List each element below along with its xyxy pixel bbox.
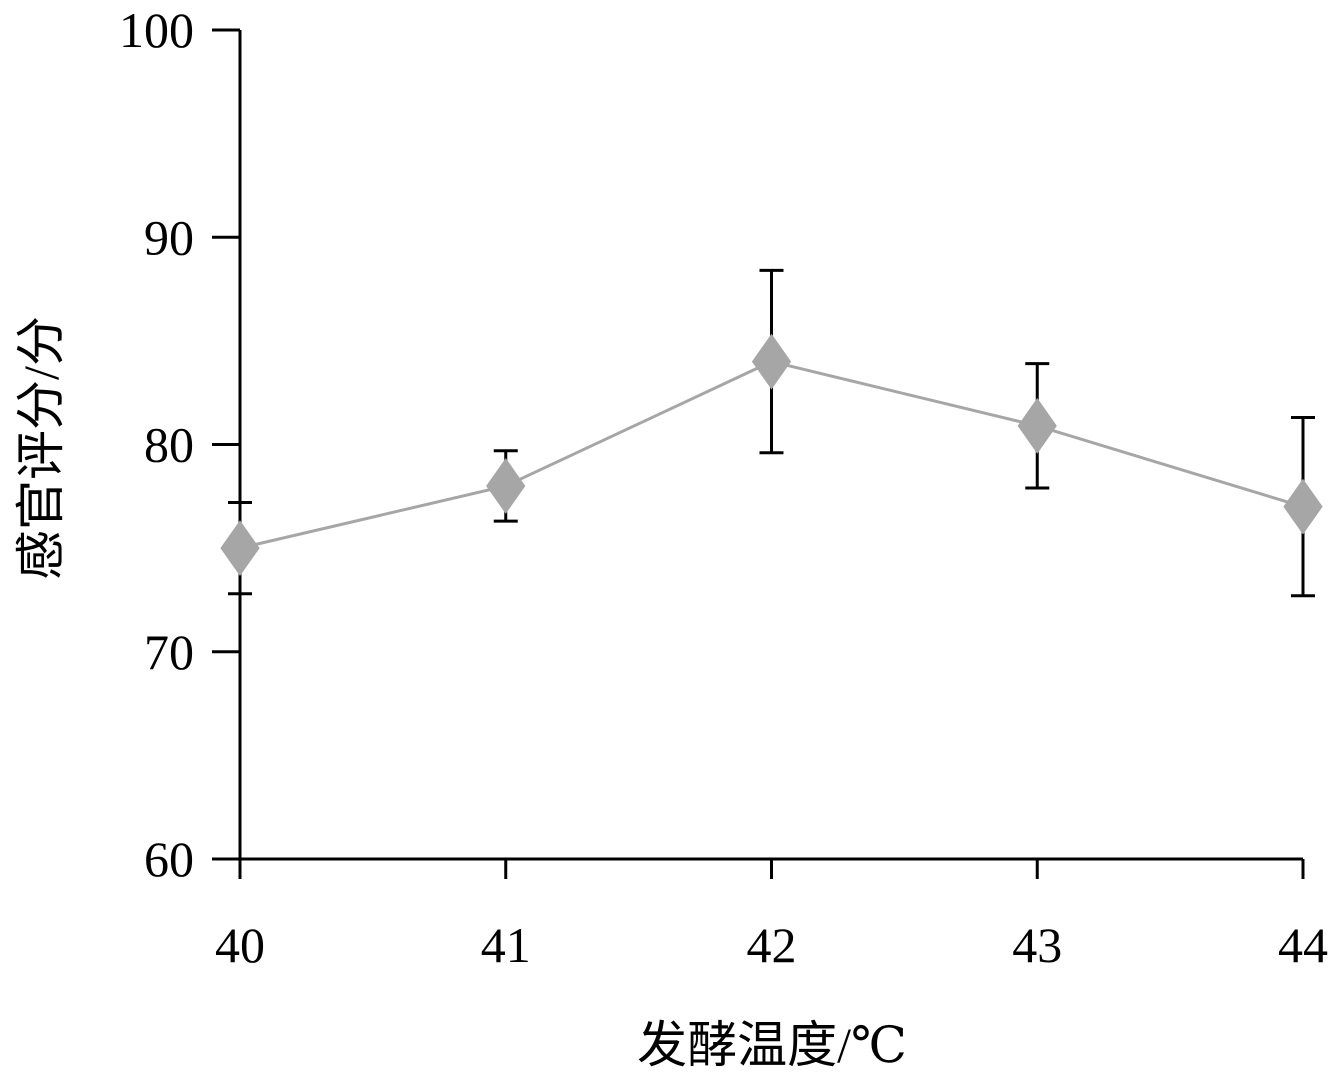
y-axis-title: 感官评分/分 [13,316,69,580]
y-tick-label: 80 [144,417,194,473]
x-tick-label: 44 [1278,917,1328,973]
y-tick-label: 100 [119,2,194,58]
x-tick-label: 40 [215,917,265,973]
x-tick-label: 41 [481,917,531,973]
plot-area [220,268,1323,598]
y-tick-label: 70 [144,624,194,680]
data-point-marker [1283,478,1323,535]
y-tick-label: 60 [144,831,194,887]
x-tick-label: 43 [1012,917,1062,973]
data-point-marker [751,333,792,390]
data-point-marker [1017,397,1057,454]
x-axis-title: 发酵温度/℃ [637,1017,907,1073]
y-axis-ticks: 60 70 80 90 100 [119,2,240,887]
y-tick-label: 90 [144,209,194,265]
x-tick-label: 42 [747,917,797,973]
data-point-marker [220,520,260,576]
x-axis-ticks: 40 41 42 43 44 [215,859,1328,973]
data-point-marker [486,458,526,514]
